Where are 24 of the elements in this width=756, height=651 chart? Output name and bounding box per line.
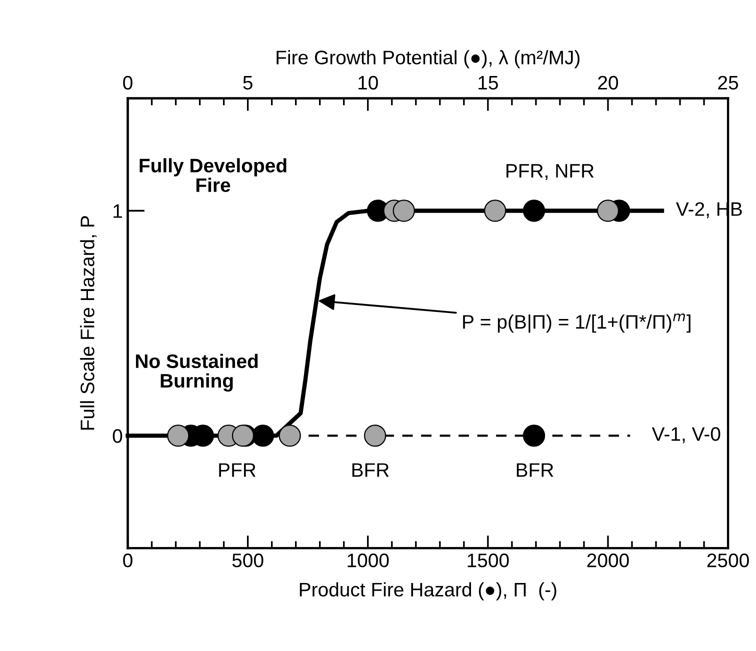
annotation: PFR, NFR <box>506 164 594 180</box>
x-tick-label: 500 <box>232 554 264 568</box>
annotation: P = p(B|Π) = 1/[1+(Π*/Π)$^{m}$] <box>463 314 690 333</box>
annotation: No Sustained Burning <box>136 354 258 392</box>
annotation: BFR <box>516 463 554 477</box>
annotation: BFR <box>352 463 389 477</box>
annotation: PFR <box>219 463 256 477</box>
annotation: V-1, V-0 <box>652 427 720 444</box>
x2-tick-label: 15 <box>478 76 498 90</box>
x2-tick-label: 5 <box>243 76 252 90</box>
x-tick-label: 1000 <box>348 554 389 568</box>
x2-tick-label: 0 <box>123 76 132 90</box>
x2-tick-label: 25 <box>718 76 738 90</box>
x-tick-label: 2500 <box>707 554 749 568</box>
x-tick-label: 1500 <box>468 554 509 568</box>
x2-axis-title: Fire Growth Potential (●), λ (m²/MJ) <box>276 50 580 68</box>
y-axis-title: Full Scale Fire Hazard, P <box>80 216 97 430</box>
x-axis-title: Product Fire Hazard (●), Π (-) <box>300 582 556 600</box>
annotation: Fully Developed Fire <box>140 158 286 192</box>
x2-tick-label: 10 <box>358 76 378 90</box>
x2-tick-label: 20 <box>598 76 618 90</box>
x-tick-label: 0 <box>123 554 132 568</box>
x-tick-label: 2000 <box>587 554 629 568</box>
y-tick-label: 1 <box>114 204 122 218</box>
